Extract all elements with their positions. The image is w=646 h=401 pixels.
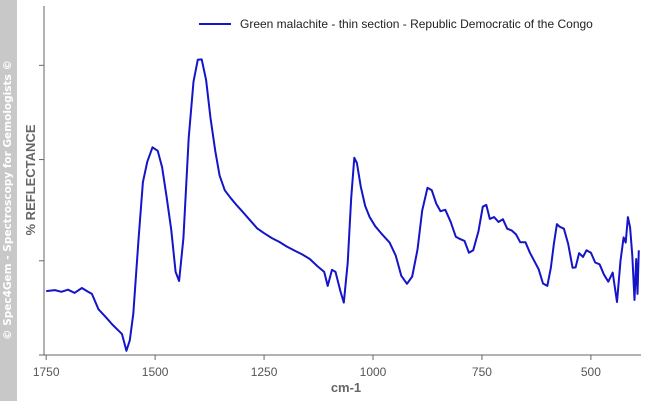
y-axis-title: % REFLECTANCE xyxy=(23,124,38,235)
x-tick-label: 1750 xyxy=(33,365,60,379)
legend-label: Green malachite - thin section - Republi… xyxy=(240,17,593,31)
x-tick-label: 1000 xyxy=(360,365,387,379)
x-tick-label: 750 xyxy=(472,365,492,379)
x-tick-label: 500 xyxy=(581,365,601,379)
x-axis-title: cm-1 xyxy=(331,380,361,395)
legend: Green malachite - thin section - Republi… xyxy=(199,17,593,31)
series-line xyxy=(46,58,640,352)
watermark-band: © Spec4Gem - Spectroscopy for Gemologist… xyxy=(0,0,17,401)
plot-area xyxy=(46,58,640,352)
x-ticks: 1750 1500 1250 1000 750 500 xyxy=(33,355,601,379)
x-tick-label: 1500 xyxy=(142,365,169,379)
x-tick-label: 1250 xyxy=(251,365,278,379)
axes xyxy=(39,6,641,356)
